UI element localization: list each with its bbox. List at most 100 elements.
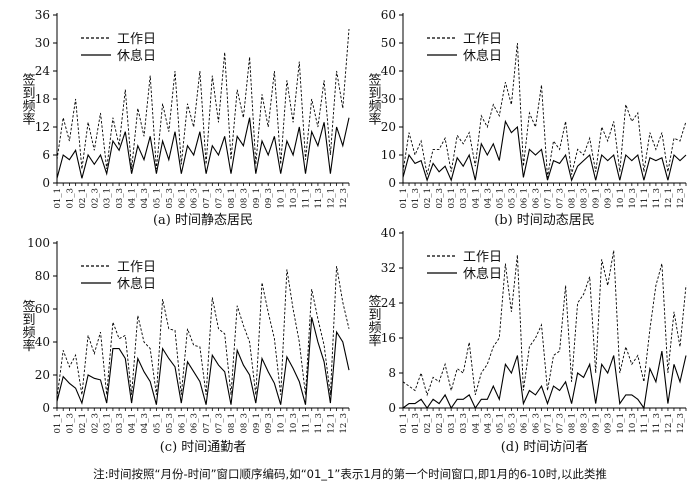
x-tick-label: 04_3	[483, 188, 493, 208]
x-tick-label: 11_1	[640, 413, 650, 433]
y-tick-label: 60	[35, 302, 50, 316]
x-tick-label: 12_1	[326, 413, 336, 433]
x-tick-label: 09_1	[592, 188, 602, 208]
x-tick-label: 09_3	[264, 188, 274, 208]
x-tick-label: 02_1	[423, 413, 433, 433]
x-tick-label: 11_3	[314, 413, 324, 433]
y-axis-label: 签到频率	[20, 72, 36, 125]
y-tick-label: 30	[381, 92, 396, 106]
x-tick-label: 03_3	[115, 188, 125, 208]
x-tick-label: 11_3	[652, 413, 662, 433]
y-tick-label: 0	[388, 176, 396, 190]
y-tick-label: 12	[35, 120, 50, 134]
y-tick-label: 40	[381, 226, 396, 240]
x-tick-label: 05_3	[165, 188, 175, 208]
x-tick-label: 01_1	[399, 188, 409, 208]
x-tick-label: 04_3	[140, 188, 150, 208]
x-tick-label: 05_1	[495, 188, 505, 208]
x-tick-label: 10_3	[628, 413, 638, 433]
legend-label: 工作日	[463, 250, 502, 265]
x-tick-label: 01_3	[411, 188, 421, 208]
x-tick-label: 12_1	[664, 413, 674, 433]
y-tick-label: 80	[35, 269, 50, 283]
x-tick-label: 06_1	[519, 188, 529, 208]
chart-panel-3: 0 20 40 60 80 100 01_1 01_3 02_1 02_3 03_1 03_3 04_1…	[20, 236, 350, 455]
legend-label: 休息日	[117, 276, 156, 292]
x-tick-label: 04_1	[471, 188, 481, 208]
x-tick-label: 04_3	[140, 413, 150, 433]
x-tick-label: 12_3	[676, 413, 686, 433]
series-line-restday	[402, 119, 687, 182]
x-tick-label: 11_1	[302, 188, 312, 208]
y-tick-label: 10	[381, 148, 396, 162]
legend-label: 休息日	[463, 48, 502, 64]
x-tick-label: 11_1	[302, 413, 312, 433]
x-tick-label: 02_3	[90, 413, 100, 433]
x-tick-label: 09_3	[264, 413, 274, 433]
x-tick-label: 04_1	[128, 413, 138, 433]
panel-title: (d) 时间访问者	[501, 440, 589, 455]
x-tick-label: 12_3	[339, 188, 349, 208]
panel-title: (b) 时间动态居民	[494, 213, 595, 228]
x-tick-label: 10_3	[289, 413, 299, 433]
x-tick-label: 03_1	[103, 188, 113, 208]
x-tick-label: 05_3	[165, 413, 175, 433]
series-line-restday	[402, 350, 687, 410]
x-tick-label: 07_1	[544, 188, 554, 208]
y-axis-label: 签到频率	[20, 299, 36, 352]
series-line-workday	[402, 250, 687, 397]
x-tick-label: 07_1	[544, 413, 554, 433]
legend-label: 休息日	[463, 266, 502, 282]
x-tick-label: 09_3	[604, 188, 614, 208]
x-tick-label: 04_1	[128, 188, 138, 208]
x-tick-label: 08_3	[239, 188, 249, 208]
x-tick-label: 03_3	[115, 413, 125, 433]
x-tick-label: 01_3	[65, 188, 75, 208]
y-tick-label: 40	[35, 335, 50, 349]
legend-label: 休息日	[117, 48, 156, 64]
x-tick-label: 08_1	[227, 413, 237, 433]
x-tick-label: 10_1	[616, 188, 626, 208]
x-tick-label: 05_1	[152, 413, 162, 433]
x-tick-label: 07_3	[215, 188, 225, 208]
y-tick-label: 0	[42, 176, 50, 190]
x-tick-label: 06_3	[190, 413, 200, 433]
x-tick-label: 09_3	[604, 413, 614, 433]
x-tick-label: 09_1	[252, 413, 262, 433]
y-tick-label: 6	[42, 148, 50, 162]
x-tick-label: 07_3	[215, 413, 225, 433]
x-tick-label: 03_3	[459, 188, 469, 208]
x-tick-label: 02_1	[78, 188, 88, 208]
x-tick-label: 07_3	[556, 413, 566, 433]
x-tick-label: 06_3	[531, 188, 541, 208]
y-tick-label: 32	[381, 261, 396, 275]
x-tick-label: 12_1	[664, 188, 674, 208]
y-tick-label: 50	[381, 36, 396, 50]
x-tick-label: 06_3	[190, 188, 200, 208]
x-tick-label: 07_3	[556, 188, 566, 208]
y-tick-label: 20	[35, 368, 50, 382]
x-tick-label: 06_3	[531, 413, 541, 433]
x-tick-label: 02_3	[435, 413, 445, 433]
x-tick-label: 03_3	[459, 413, 469, 433]
x-tick-label: 01_1	[53, 188, 63, 208]
y-tick-label: 8	[388, 366, 396, 380]
x-tick-label: 01_3	[411, 413, 421, 433]
figure-note: 注:时间按照“月份-时间”窗口顺序编码,如“01_1”表示1月的第一个时间窗口,…	[93, 467, 607, 481]
x-tick-label: 08_3	[580, 188, 590, 208]
x-tick-label: 12_3	[676, 188, 686, 208]
x-tick-label: 12_3	[339, 413, 349, 433]
x-tick-label: 02_3	[435, 188, 445, 208]
series-line-restday	[56, 317, 350, 405]
panel-title: (a) 时间静态居民	[153, 213, 253, 228]
chart-panel-4: 0 8 16 24 32 40 01_1 01_3 02_1 02_3 03_1 03_3 04_1 04…	[366, 226, 687, 455]
y-tick-label: 24	[35, 64, 51, 78]
y-tick-label: 20	[381, 120, 396, 134]
y-tick-label: 16	[381, 331, 396, 345]
x-tick-label: 02_1	[78, 413, 88, 433]
x-tick-label: 11_3	[314, 188, 324, 208]
y-tick-label: 40	[381, 64, 396, 78]
x-tick-label: 08_3	[239, 413, 249, 433]
